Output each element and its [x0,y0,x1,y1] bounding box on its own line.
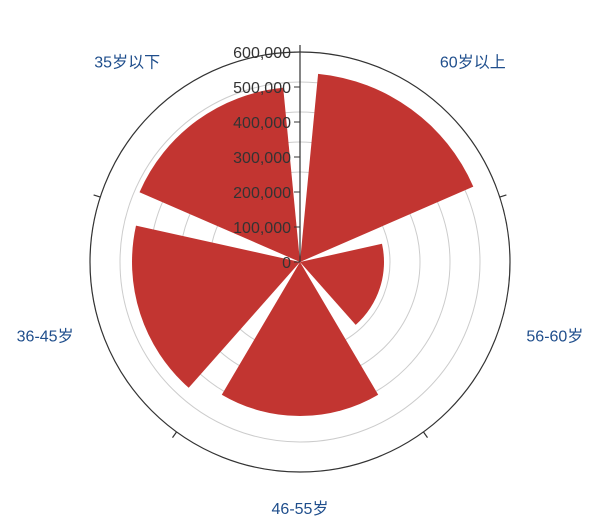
bar-layer [132,73,474,417]
angle-tick-3 [172,431,178,438]
radial-tick-label-6: 600,000 [233,45,291,62]
radial-tick-label-3: 300,000 [233,150,291,167]
bar-4 [139,87,300,262]
category-label-0: 60岁以上 [440,54,506,72]
radial-tick-label-1: 100,000 [233,220,291,237]
category-label-3: 36-45岁 [17,328,74,346]
label-layer: 60岁以上 56-60岁 46-55岁 36-45岁 35岁以下 [17,54,584,519]
radial-tick-label-5: 500,000 [233,80,291,97]
category-label-2: 46-55岁 [272,500,329,518]
category-label-4: 35岁以下 [94,54,160,72]
axis-layer: 0 100,000 200,000 300,000 400,000 500,000 600,… [89,45,511,473]
angle-tick-1 [499,194,507,198]
angle-tick-2 [422,431,428,438]
radial-tick-label-0: 0 [282,255,291,272]
bar-1 [300,243,385,325]
radial-tick-label-4: 400,000 [233,115,291,132]
bar-3 [132,225,300,388]
angle-tick-4 [93,194,101,198]
bar-2 [221,262,379,417]
radial-tick-label-2: 200,000 [233,185,291,202]
category-label-1: 56-60岁 [526,328,583,346]
bar-0 [300,73,474,263]
